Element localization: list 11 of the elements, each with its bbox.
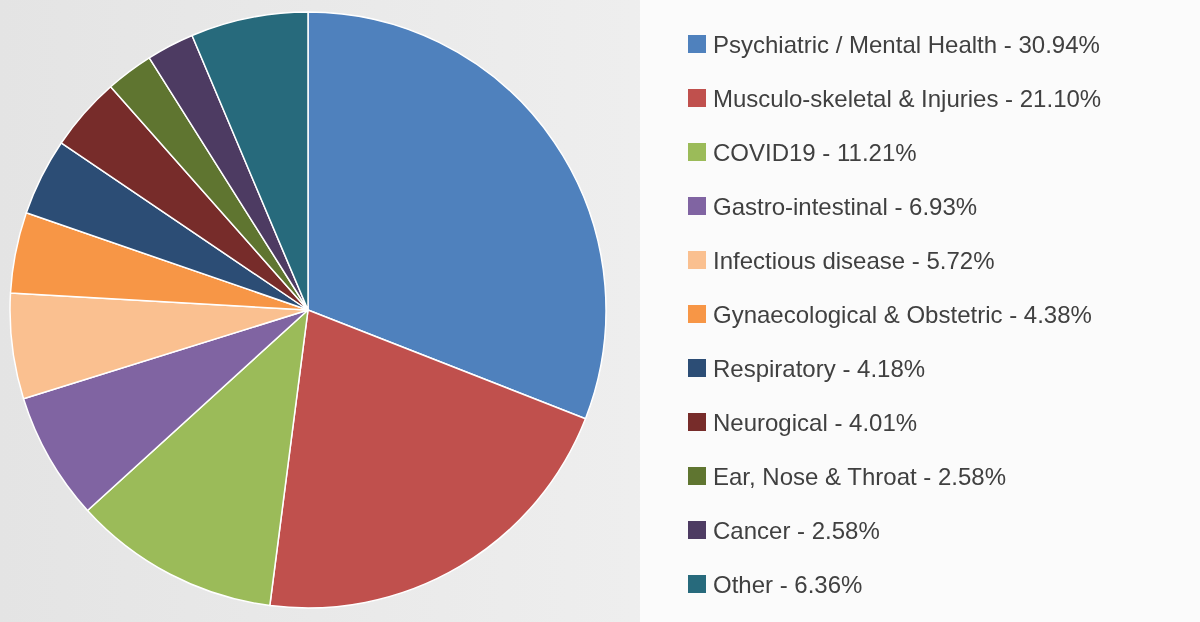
- legend-label: COVID19 - 11.21%: [713, 138, 917, 166]
- legend-label: Gastro-intestinal - 6.93%: [713, 192, 978, 220]
- legend-label: Gynaecological & Obstetric - 4.38%: [713, 300, 1092, 328]
- legend-label: Respiratory - 4.18%: [713, 354, 926, 382]
- legend-label: Cancer - 2.58%: [713, 516, 880, 544]
- legend-label: Other - 6.36%: [713, 570, 863, 598]
- legend-label: Psychiatric / Mental Health - 30.94%: [713, 30, 1100, 58]
- legend-label: Infectious disease - 5.72%: [713, 246, 995, 274]
- legend-label: Musculo-skeletal & Injuries - 21.10%: [713, 84, 1102, 112]
- legend-label: Ear, Nose & Throat - 2.58%: [713, 462, 1007, 490]
- legend-label: Neurogical - 4.01%: [713, 408, 918, 436]
